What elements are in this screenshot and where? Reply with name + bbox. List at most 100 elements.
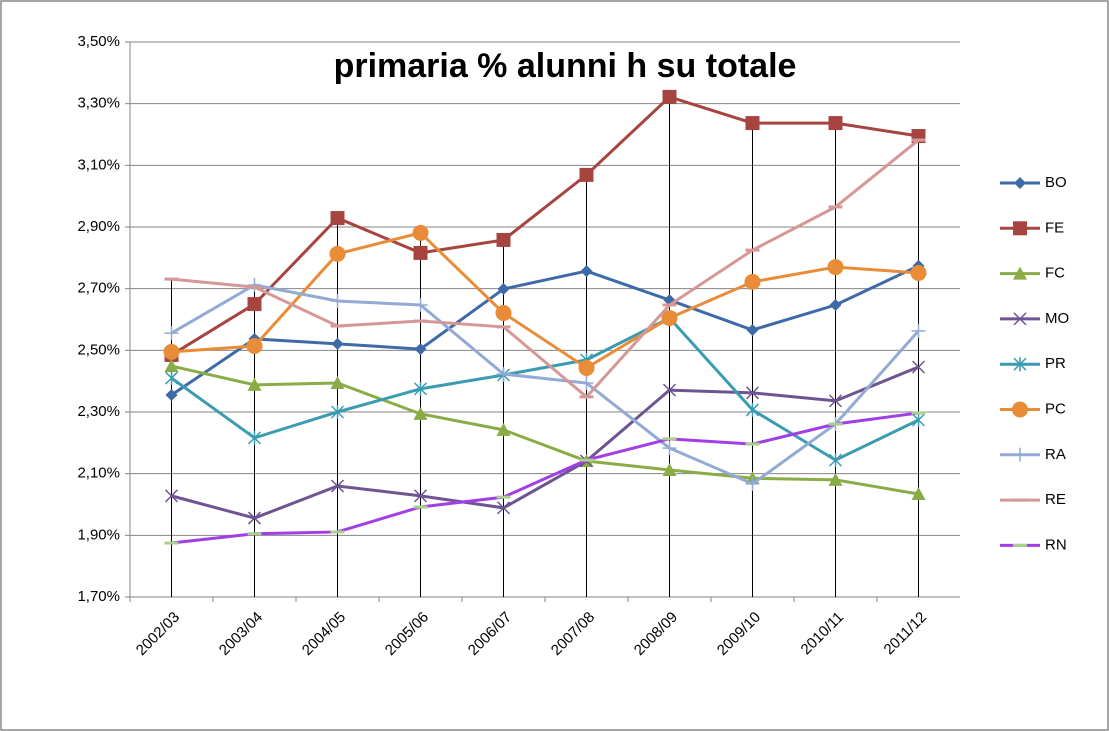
series-line xyxy=(171,365,920,520)
marker xyxy=(247,511,262,525)
series xyxy=(164,411,926,545)
marker xyxy=(330,405,345,419)
marker xyxy=(829,299,842,312)
marker xyxy=(828,394,843,408)
marker xyxy=(247,430,262,445)
marker xyxy=(744,273,761,290)
marker xyxy=(496,501,511,515)
marker xyxy=(662,89,677,104)
legend-label: RE xyxy=(1045,491,1066,508)
marker xyxy=(745,386,760,400)
series-line xyxy=(171,231,919,370)
marker xyxy=(828,116,843,131)
y-tick-label: 1,70% xyxy=(77,588,120,605)
series xyxy=(164,89,926,362)
series-line xyxy=(171,138,920,399)
series xyxy=(164,138,926,399)
marker xyxy=(164,359,179,373)
y-tick-label: 2,10% xyxy=(77,465,120,482)
marker xyxy=(745,116,760,131)
marker xyxy=(662,441,677,456)
series xyxy=(163,224,927,376)
marker xyxy=(165,389,178,402)
marker xyxy=(413,245,428,260)
marker xyxy=(413,381,428,396)
marker xyxy=(910,264,927,281)
y-tick-label: 2,50% xyxy=(77,341,120,358)
marker xyxy=(330,376,345,390)
marker xyxy=(414,343,427,356)
series xyxy=(164,277,926,491)
marker xyxy=(496,232,511,247)
y-tick-label: 3,10% xyxy=(77,156,120,173)
marker xyxy=(247,297,262,312)
legend-label: RN xyxy=(1045,536,1067,553)
marker xyxy=(828,472,843,486)
marker xyxy=(828,453,843,468)
y-tick-label: 1,90% xyxy=(77,526,120,543)
marker xyxy=(579,376,594,391)
y-tick-label: 3,30% xyxy=(77,95,120,112)
legend-label: PC xyxy=(1045,400,1066,417)
marker xyxy=(661,309,678,326)
marker xyxy=(495,305,512,322)
legend-label: FE xyxy=(1045,219,1064,236)
marker xyxy=(496,367,511,382)
marker xyxy=(412,224,429,241)
marker xyxy=(827,259,844,276)
marker xyxy=(580,265,593,278)
series-line xyxy=(171,364,919,496)
marker xyxy=(413,489,428,503)
marker xyxy=(911,323,926,338)
marker xyxy=(1012,401,1028,418)
legend-label: FC xyxy=(1045,265,1065,282)
marker xyxy=(163,343,180,360)
legend-label: BO xyxy=(1045,174,1067,191)
marker xyxy=(497,282,510,295)
marker xyxy=(330,479,345,493)
marker xyxy=(330,294,345,308)
series-line xyxy=(170,264,920,397)
marker xyxy=(911,487,926,501)
marker xyxy=(1013,221,1027,236)
marker xyxy=(329,245,346,262)
series-line xyxy=(171,411,919,545)
marker xyxy=(745,402,760,417)
series-line xyxy=(170,95,919,357)
series xyxy=(164,360,926,525)
marker xyxy=(1013,266,1027,280)
y-tick-label: 2,90% xyxy=(77,218,120,235)
y-tick-label: 2,70% xyxy=(77,280,120,297)
marker xyxy=(746,323,759,336)
marker xyxy=(1013,357,1027,372)
marker xyxy=(579,167,594,182)
marker xyxy=(578,359,595,376)
marker xyxy=(911,413,926,428)
marker xyxy=(330,211,345,226)
marker xyxy=(413,298,428,313)
marker xyxy=(662,462,677,476)
marker xyxy=(331,337,344,350)
marker xyxy=(1014,177,1026,189)
series-line xyxy=(170,283,920,486)
marker xyxy=(247,277,262,292)
marker xyxy=(246,338,263,355)
marker xyxy=(164,371,179,386)
marker xyxy=(496,422,511,436)
marker xyxy=(413,406,428,420)
y-tick-label: 2,30% xyxy=(77,403,120,420)
marker xyxy=(164,326,179,341)
legend-label: PR xyxy=(1045,355,1066,372)
chart-title: primaria % alunni h su totale xyxy=(334,47,797,85)
marker xyxy=(745,476,760,491)
marker xyxy=(1013,312,1027,326)
legend-label: RA xyxy=(1045,446,1066,463)
marker xyxy=(247,377,262,391)
marker xyxy=(1013,447,1027,462)
legend-label: MO xyxy=(1045,310,1069,327)
marker xyxy=(164,489,179,503)
marker xyxy=(662,383,677,397)
marker xyxy=(911,360,926,374)
y-tick-label: 3,50% xyxy=(77,33,120,50)
